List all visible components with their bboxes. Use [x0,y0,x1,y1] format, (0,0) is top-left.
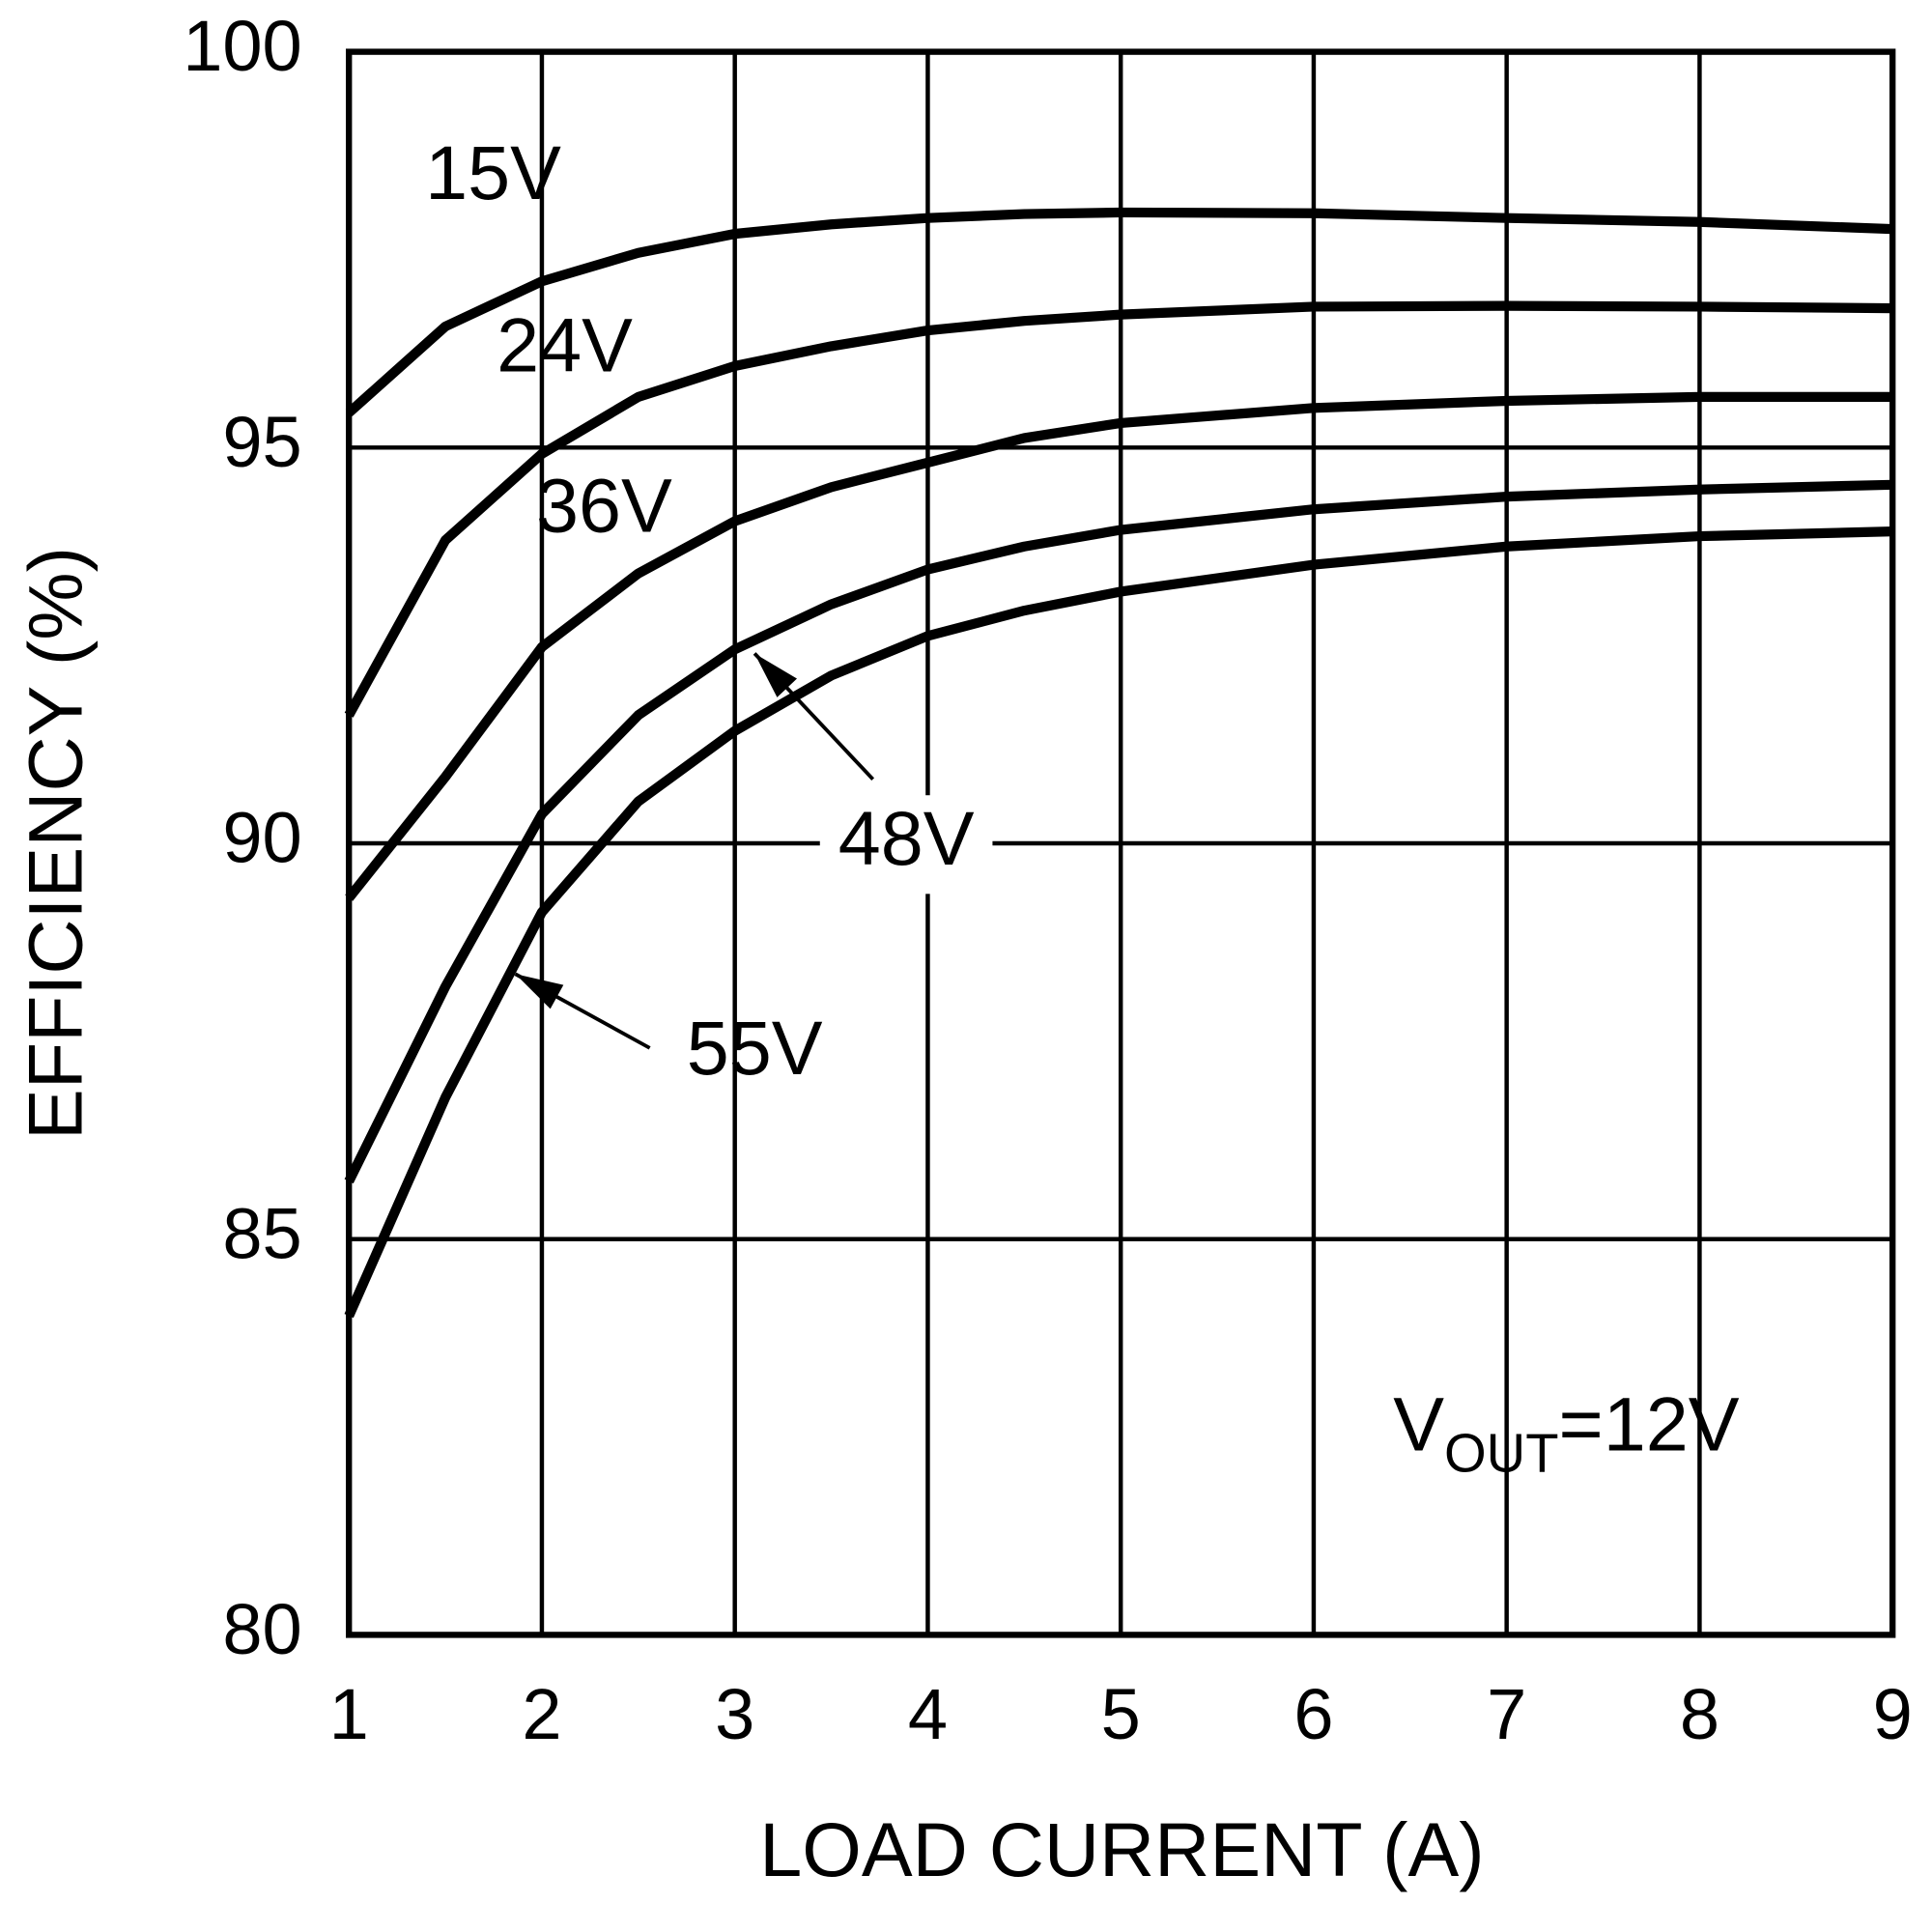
x-tick-label: 1 [329,1674,369,1754]
x-tick-label: 8 [1680,1674,1719,1754]
annotation-rest: =12V [1559,1380,1740,1466]
x-axis-title: LOAD CURRENT (A) [759,1806,1484,1892]
y-tick-label: 95 [222,402,301,482]
y-tick-label: 85 [222,1193,301,1273]
x-tick-label: 4 [908,1674,948,1754]
plot-frame [346,48,1896,1638]
y-tick-label: 90 [222,798,301,878]
x-tick-label: 2 [522,1674,561,1754]
series-line [345,391,1893,901]
annotation-main: V [1393,1380,1444,1466]
annotation-sub: OUT [1444,1422,1559,1483]
series-label: 55V [687,1005,823,1091]
x-tick-label: 5 [1101,1674,1141,1754]
label-background [819,795,993,895]
y-tick-label: 80 [222,1589,301,1669]
x-tick-label: 3 [715,1674,754,1754]
series-label: 48V [838,795,975,881]
series-line [345,207,1893,417]
y-axis-title: EFFICIENCY (%) [13,547,99,1140]
arrow-head [515,974,564,1009]
series-label: 36V [536,463,672,549]
series-label: 24V [497,302,633,388]
arrow-head [754,653,798,697]
series-line [344,300,1893,718]
annotation: VOUT=12V [1393,1380,1740,1483]
y-tick-label: 100 [183,6,301,86]
series-line [344,526,1893,1319]
x-tick-label: 7 [1487,1674,1526,1754]
x-tick-label: 6 [1293,1674,1333,1754]
x-tick-label: 9 [1873,1674,1913,1754]
series-line [344,479,1893,1184]
series-label: 15V [425,129,561,215]
